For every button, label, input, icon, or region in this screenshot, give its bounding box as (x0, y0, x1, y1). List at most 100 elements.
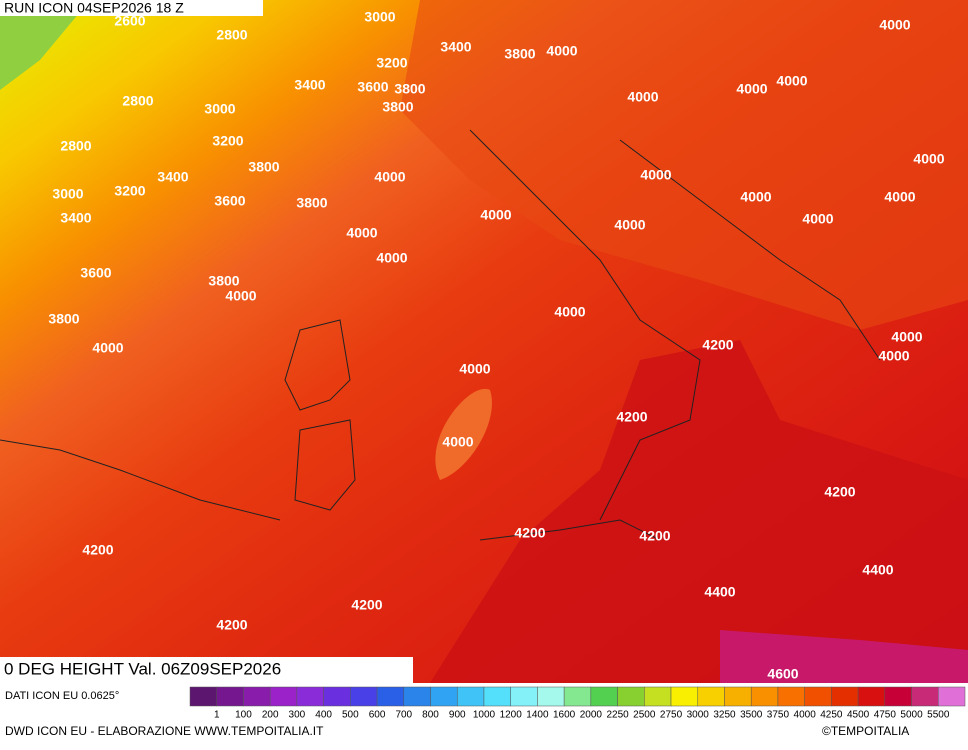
legend-swatch (911, 686, 939, 707)
contour-label: 4000 (459, 361, 490, 377)
contour-label: 3800 (248, 159, 279, 175)
contour-label: 4000 (740, 189, 771, 205)
contour-label: 4000 (884, 189, 915, 205)
contour-label: 4000 (225, 288, 256, 304)
legend-swatch (831, 686, 859, 707)
contour-label: 3800 (296, 195, 327, 211)
legend-swatch (269, 686, 298, 707)
contour-label: 3800 (394, 81, 425, 97)
map-field (435, 388, 492, 480)
contour-label: 4400 (704, 584, 735, 600)
contour-label: 4200 (514, 525, 545, 541)
legend-label: 2250 (606, 710, 629, 721)
contour-label: 3800 (48, 311, 79, 327)
legend-label: 1 (214, 710, 220, 721)
legend-label: 3750 (767, 710, 790, 721)
contour-label: 2800 (216, 27, 247, 43)
footer-title-box (0, 657, 413, 683)
legend-swatch (430, 686, 458, 707)
contour-label: 3400 (157, 169, 188, 185)
contour-label: 4200 (639, 528, 670, 544)
coastline (0, 129, 881, 541)
contour-label: 3400 (294, 77, 325, 93)
legend-swatch (697, 686, 725, 707)
contour-label: 4000 (374, 169, 405, 185)
contour-label: 3400 (60, 210, 91, 226)
map-field (720, 630, 968, 683)
legend-swatch (938, 686, 966, 707)
contour-label: 2800 (122, 93, 153, 109)
legend-label: 1000 (473, 710, 496, 721)
legend-swatch (483, 686, 511, 707)
contour-label: 3600 (357, 79, 388, 95)
contour-label: 3800 (382, 99, 413, 115)
contour-label: 3600 (80, 265, 111, 281)
contour-label: 4000 (376, 250, 407, 266)
contour-label: 4200 (82, 542, 113, 558)
legend-swatch (804, 686, 832, 707)
legend-swatch (884, 686, 912, 707)
source: DATI ICON EU 0.0625° (5, 690, 119, 702)
contour-label: 4400 (862, 562, 893, 578)
legend-swatch (750, 686, 779, 707)
map-field (430, 340, 968, 683)
legend-label: 300 (289, 710, 306, 721)
contour-label: 4000 (640, 167, 671, 183)
legend-swatch (563, 686, 592, 707)
map-field (400, 0, 968, 330)
legend-swatch (644, 686, 672, 707)
contour-label: 4000 (878, 348, 909, 364)
legend-swatch (724, 686, 752, 707)
map-field (0, 0, 90, 90)
legend-label: 2750 (660, 710, 683, 721)
legend-label: 3000 (687, 710, 710, 721)
contour-label: 4000 (554, 304, 585, 320)
contour-label: 3200 (114, 183, 145, 199)
contour-label: 4000 (891, 329, 922, 345)
contour-label: 3800 (504, 46, 535, 62)
contour-label: 2600 (114, 13, 145, 29)
legend-swatch (350, 686, 378, 707)
legend-label: 900 (449, 710, 466, 721)
contour-label: 4000 (442, 434, 473, 450)
legend-swatch (617, 686, 645, 707)
contour-label: 2800 (60, 138, 91, 154)
footer-title: 0 DEG HEIGHT Val. 06Z09SEP2026 (4, 659, 281, 678)
legend-label: 1400 (526, 710, 549, 721)
legend-label: 200 (262, 710, 279, 721)
contour-label: 3600 (214, 193, 245, 209)
contour-label: 3200 (376, 55, 407, 71)
legend-swatch (590, 686, 618, 707)
contour-label: 4000 (802, 211, 833, 227)
legend-label: 400 (315, 710, 332, 721)
legend-label: 600 (369, 710, 386, 721)
legend-label: 500 (342, 710, 359, 721)
legend-swatch (243, 686, 271, 707)
contour-label: 4200 (216, 617, 247, 633)
legend-swatch (857, 686, 886, 707)
legend-swatch (216, 686, 244, 707)
contour-label: 4000 (546, 43, 577, 59)
legend-label: 4250 (820, 710, 843, 721)
contour-label: 4000 (879, 17, 910, 33)
legend-swatch (670, 686, 699, 707)
contour-label: 3000 (52, 186, 83, 202)
legend-label: 4000 (794, 710, 817, 721)
legend-label: 800 (422, 710, 439, 721)
legend-swatch (510, 686, 538, 707)
legend-swatch (296, 686, 324, 707)
contour-label: 4000 (480, 207, 511, 223)
contour-label: 3400 (440, 39, 471, 55)
legend-label: 4500 (847, 710, 870, 721)
legend-label: 100 (235, 710, 252, 721)
contour-label: 3800 (208, 273, 239, 289)
contour-label: 4000 (913, 151, 944, 167)
legend-label: 2000 (580, 710, 603, 721)
contour-label: 3000 (204, 101, 235, 117)
legend-swatch (189, 686, 217, 707)
legend-swatch (537, 686, 565, 707)
legend-label: 1600 (553, 710, 576, 721)
legend-swatch (323, 686, 351, 707)
title-box (0, 0, 263, 16)
